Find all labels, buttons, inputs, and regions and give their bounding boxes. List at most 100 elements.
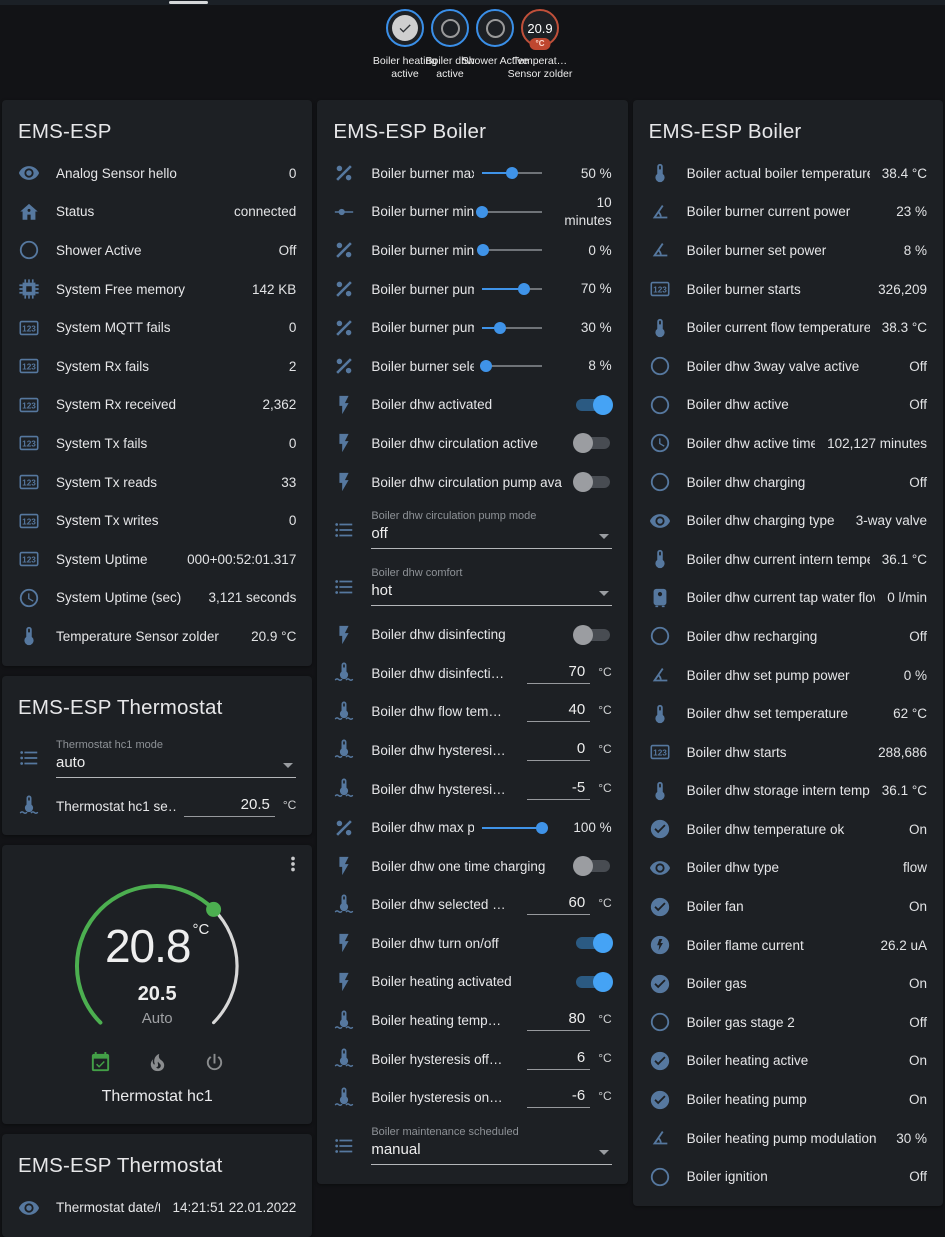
entity-row[interactable]: Boiler flame current 26.2 uA bbox=[649, 926, 927, 965]
entity-row[interactable]: 123 System MQTT fails 0 bbox=[18, 308, 296, 347]
number-input[interactable]: 80 bbox=[527, 1010, 591, 1032]
entity-row[interactable]: 123 Boiler burner starts 326,209 bbox=[649, 270, 927, 309]
entity-row[interactable]: Status connected bbox=[18, 193, 296, 232]
entity-row[interactable]: Boiler dhw charging type 3-way valve bbox=[649, 501, 927, 540]
slider-knob[interactable] bbox=[476, 244, 489, 257]
entity-row[interactable]: Boiler dhw active Off bbox=[649, 386, 927, 425]
badge[interactable]: 20.9 °C Temperat… Sensor zolder bbox=[508, 9, 572, 81]
chevron-down-icon bbox=[598, 591, 609, 597]
select-field[interactable]: Boiler dhw comfort hot bbox=[371, 567, 612, 607]
entity-row[interactable]: 123 System Uptime 000+00:52:01.317 bbox=[18, 540, 296, 579]
check-circle-icon bbox=[649, 1089, 671, 1111]
slider[interactable] bbox=[481, 821, 548, 834]
badge[interactable]: Boiler dhw active bbox=[425, 9, 475, 81]
entity-row[interactable]: Boiler dhw recharging Off bbox=[649, 617, 927, 656]
toggle-switch[interactable] bbox=[574, 394, 613, 415]
slider-knob[interactable] bbox=[535, 821, 548, 834]
entity-row[interactable]: System Uptime (sec) 3,121 seconds bbox=[18, 579, 296, 618]
number-input[interactable]: -5 bbox=[527, 779, 591, 800]
entity-row[interactable]: Boiler current flow temperature 38.3 °C bbox=[649, 308, 927, 347]
entity-value: On bbox=[908, 821, 927, 837]
slider-knob[interactable] bbox=[475, 205, 488, 218]
number-input[interactable]: 20.5 bbox=[183, 796, 275, 817]
toggle-switch[interactable] bbox=[572, 856, 612, 877]
entity-name: System Tx reads bbox=[56, 474, 158, 490]
entity-row[interactable]: 123 Boiler dhw starts 288,686 bbox=[649, 733, 927, 772]
entity-row[interactable]: Boiler gas stage 2 Off bbox=[649, 1003, 927, 1042]
toggle-switch[interactable] bbox=[574, 933, 613, 954]
entity-row[interactable]: 123 System Tx writes 0 bbox=[18, 501, 296, 540]
circle-outline-icon bbox=[649, 355, 671, 377]
entity-row[interactable]: Boiler heating pump modulation 30 % bbox=[649, 1119, 927, 1158]
more-options-button[interactable] bbox=[282, 853, 304, 875]
entity-value: 14:21:51 22.01.2022 bbox=[172, 1200, 297, 1216]
slider[interactable] bbox=[479, 360, 542, 373]
entity-row[interactable]: Boiler dhw charging Off bbox=[649, 463, 927, 502]
entity-row[interactable]: Boiler burner current power 23 % bbox=[649, 193, 927, 232]
entity-row[interactable]: Boiler burner set power 8 % bbox=[649, 231, 927, 270]
entity-row: Boiler burner min p… 10 minutes bbox=[333, 193, 612, 232]
number-input[interactable]: 60 bbox=[527, 894, 591, 916]
entity-row[interactable]: Boiler dhw type flow bbox=[649, 849, 927, 888]
select-field[interactable]: Boiler maintenance scheduled manual bbox=[371, 1126, 612, 1166]
entity-row[interactable]: Shower Active Off bbox=[18, 231, 296, 270]
entity-row[interactable]: 123 System Tx reads 33 bbox=[18, 463, 296, 502]
entity-row[interactable]: Boiler dhw set temperature 62 °C bbox=[649, 694, 927, 733]
toggle-switch[interactable] bbox=[572, 624, 612, 645]
entity-row[interactable]: Boiler heating pump On bbox=[649, 1080, 927, 1119]
entity-row[interactable]: 123 System Rx received 2,362 bbox=[18, 386, 296, 425]
fire-mode-button[interactable] bbox=[146, 1051, 169, 1074]
entity-row[interactable]: 123 System Tx fails 0 bbox=[18, 424, 296, 463]
entity-row[interactable]: Temperature Sensor zolder 20.9 °C bbox=[18, 617, 296, 656]
slider-knob[interactable] bbox=[505, 167, 518, 180]
slider-knob[interactable] bbox=[479, 360, 492, 373]
select-field[interactable]: Boiler dhw circulation pump mode off bbox=[371, 510, 612, 550]
entity-row[interactable]: Boiler heating active On bbox=[649, 1042, 927, 1081]
entity-row: Boiler hysteresis off… 6 °C bbox=[333, 1040, 612, 1079]
power-mode-button[interactable] bbox=[203, 1051, 226, 1074]
thermostat-dial[interactable]: 20.8 °C 20.5 Auto bbox=[62, 871, 252, 1043]
counter-icon: 123 bbox=[18, 317, 40, 339]
slider[interactable] bbox=[475, 205, 542, 218]
badge[interactable]: Shower Active bbox=[462, 9, 528, 81]
slider[interactable] bbox=[481, 283, 542, 296]
number-input[interactable]: 0 bbox=[527, 740, 591, 761]
slider[interactable] bbox=[481, 321, 542, 334]
slider-knob[interactable] bbox=[517, 283, 530, 296]
entity-row[interactable]: Boiler dhw current intern temperature 36.… bbox=[649, 540, 927, 579]
entity-row[interactable]: Boiler dhw 3way valve active Off bbox=[649, 347, 927, 386]
number-input[interactable]: 6 bbox=[527, 1049, 591, 1070]
calendar-check-mode-button[interactable] bbox=[89, 1051, 112, 1074]
entity-row[interactable]: Boiler dhw temperature ok On bbox=[649, 810, 927, 849]
entity-row[interactable]: 123 System Rx fails 2 bbox=[18, 347, 296, 386]
entity-row[interactable]: Boiler dhw current tap water flow 0 l/min bbox=[649, 579, 927, 618]
entity-row[interactable]: Boiler dhw storage intern temperature 36.… bbox=[649, 772, 927, 811]
badge[interactable]: Boiler heating active bbox=[373, 9, 437, 81]
toggle-switch[interactable] bbox=[572, 472, 612, 493]
number-input[interactable]: 40 bbox=[527, 701, 591, 723]
entity-row[interactable]: Analog Sensor hello 0 bbox=[18, 154, 296, 193]
entity-row: Boiler burner max po… 50 % bbox=[333, 154, 612, 193]
slider-knob[interactable] bbox=[494, 321, 507, 334]
entity-row[interactable]: Boiler ignition Off bbox=[649, 1157, 927, 1196]
toggle-switch[interactable] bbox=[572, 433, 612, 454]
select-field[interactable]: Thermostat hc1 mode auto bbox=[56, 739, 297, 778]
entity-row[interactable]: Boiler fan On bbox=[649, 887, 927, 926]
slider[interactable] bbox=[476, 244, 542, 257]
card-title: EMS-ESP Boiler bbox=[648, 120, 802, 143]
entity-row[interactable]: Thermostat date/time 14:21:51 22.01.2022 bbox=[18, 1188, 296, 1227]
entity-row[interactable]: System Free memory 142 KB bbox=[18, 270, 296, 309]
entity-value: 288,686 bbox=[878, 744, 927, 760]
slider[interactable] bbox=[481, 167, 542, 180]
number-input[interactable]: -6 bbox=[527, 1087, 591, 1109]
entity-row[interactable]: Boiler dhw set pump power 0 % bbox=[649, 656, 927, 695]
entity-name: Boiler dhw active bbox=[686, 397, 789, 413]
number-input[interactable]: 70 bbox=[527, 663, 591, 684]
entity-row[interactable]: Boiler gas On bbox=[649, 964, 927, 1003]
entity-value: 8 % bbox=[903, 242, 927, 258]
toggle-switch[interactable] bbox=[574, 971, 613, 992]
entity-row[interactable]: Boiler actual boiler temperature 38.4 °C bbox=[649, 154, 927, 193]
ray-icon bbox=[333, 201, 355, 223]
entity-row[interactable]: Boiler dhw active time 102,127 minutes bbox=[649, 424, 927, 463]
